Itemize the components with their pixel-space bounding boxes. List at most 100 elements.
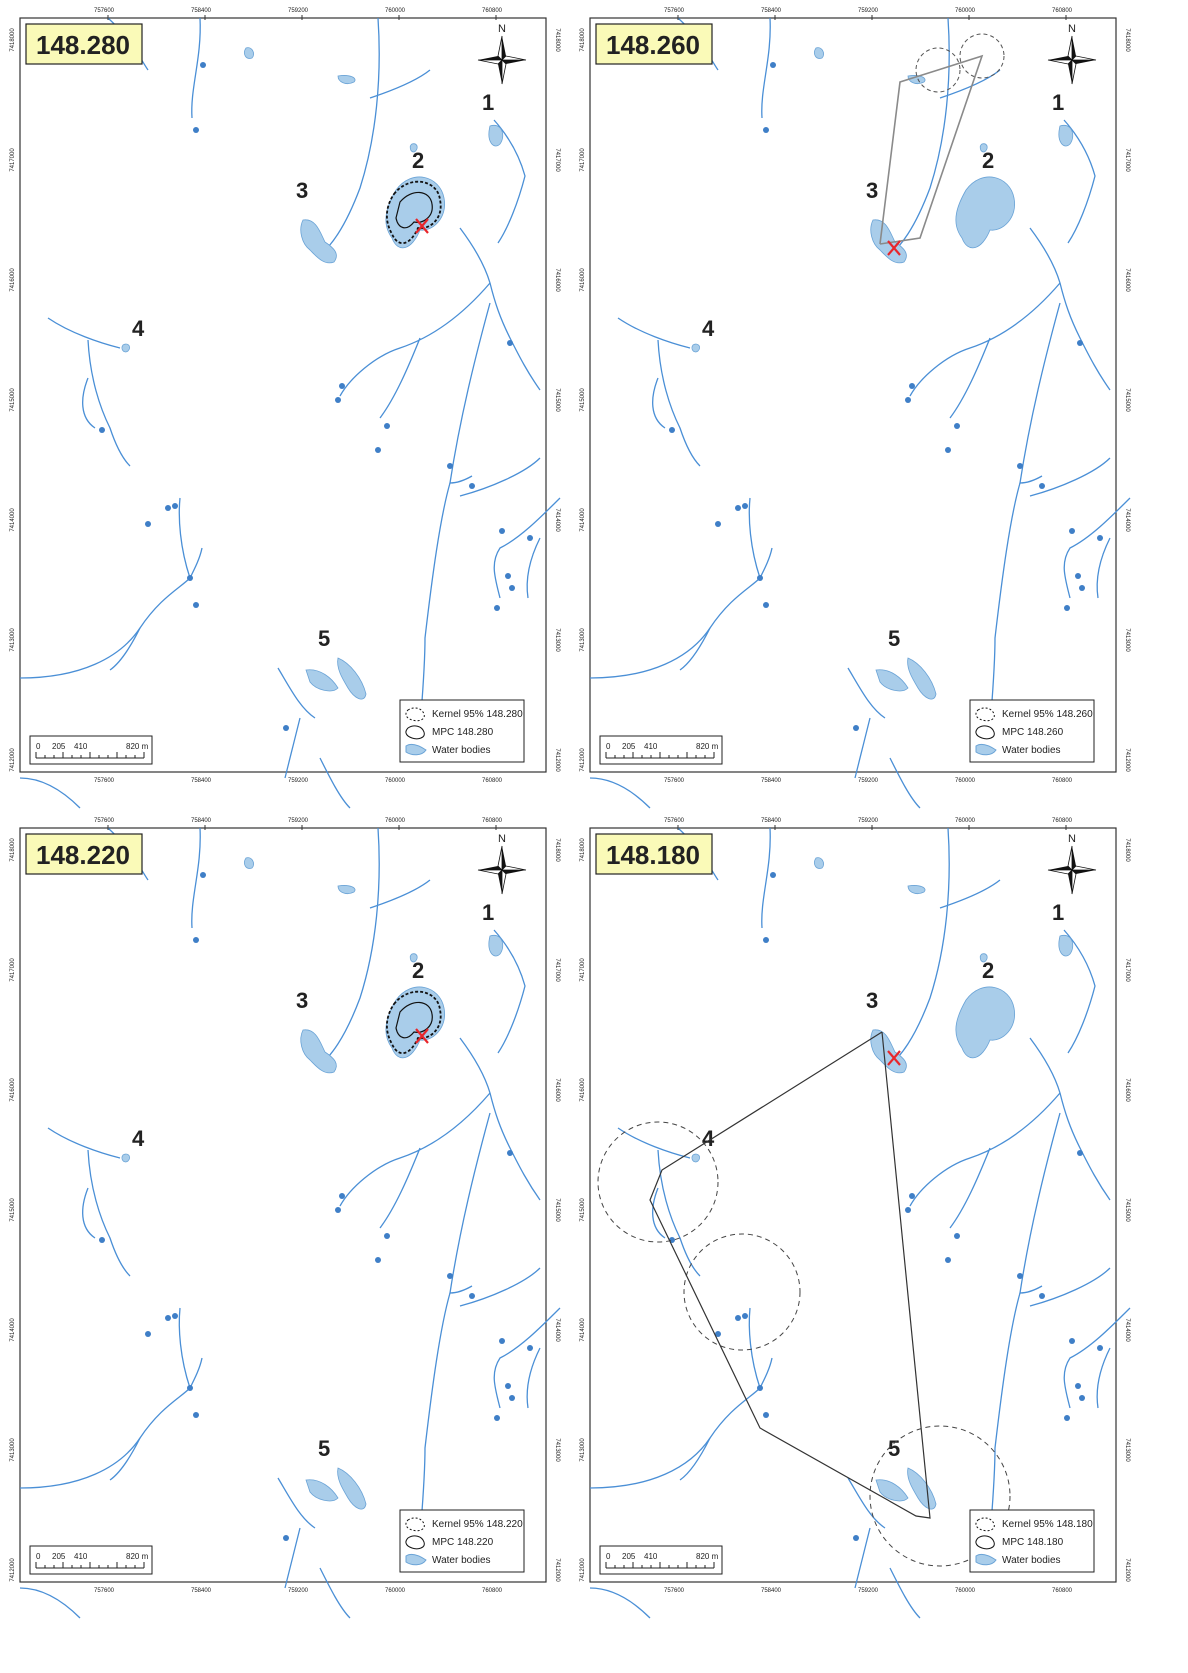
pond-dot [165,1315,171,1321]
scale-bar: 0 205 410 820 m [599,1545,723,1575]
kernel-legend-swatch [975,1517,995,1532]
mpc-legend-swatch [405,725,425,740]
y-tick-right: 7413000 [1124,628,1130,652]
legend-entry: Water bodies [1002,1555,1061,1566]
pond-dot [99,427,105,433]
pond-dot [954,423,960,429]
mpc-legend-swatch [405,1535,425,1550]
pond-dot [763,937,769,943]
stream [679,627,711,671]
y-tick-right: 7417000 [554,958,560,982]
y-tick-right: 7415000 [554,388,560,412]
y-tick-right: 7417000 [554,148,560,172]
pond-dot [193,127,199,133]
lake-label-1: 1 [1052,90,1064,115]
mpc-outline [395,1001,433,1039]
stream [1019,1112,1061,1294]
water-body [875,657,937,700]
lake-label-4: 4 [702,316,715,341]
x-tick-bottom: 760000 [385,778,406,784]
pond-dot [447,1273,453,1279]
pond-dot [945,447,951,453]
stream [889,1567,921,1619]
pond-dot [954,1233,960,1239]
water-body [955,986,1016,1059]
stream-network [19,17,561,809]
y-tick-right: 7413000 [554,628,560,652]
mpc-legend-swatch [975,725,995,740]
x-tick-bottom: 758400 [191,778,212,784]
stream [459,457,541,497]
lake-label-5: 5 [318,626,330,651]
pond-dot [384,1233,390,1239]
x-tick-bottom: 760000 [955,778,976,784]
x-tick-top: 758400 [191,818,212,824]
lake-label-5: 5 [888,626,900,651]
lake-label-1: 1 [482,90,494,115]
stream [887,827,950,1067]
pond-dot [735,1315,741,1321]
stream [87,339,131,467]
pond-dot [1039,483,1045,489]
pond-dot [283,1535,289,1541]
north-label: N [1068,23,1076,35]
stream [526,537,541,599]
pond-dot [1075,573,1081,579]
scale-tick-label: 410 [644,1552,658,1561]
y-tick-left: 7414000 [10,1318,16,1342]
pond-dot [335,397,341,403]
map-frame [589,827,1117,1583]
frequency-label: 148.260 [595,23,713,65]
water-bodies [669,857,1103,1541]
stream [889,757,921,809]
frequency-label-text: 148.180 [606,840,700,870]
pond-dot [505,573,511,579]
kernel-legend-swatch [405,1517,425,1532]
stream [82,377,96,429]
x-tick-bottom: 760800 [1052,1588,1073,1594]
pond-dot [1039,1293,1045,1299]
x-tick-top: 760000 [385,8,406,14]
pond-dot [187,575,193,581]
water-body [691,343,701,353]
x-tick-top: 760000 [955,818,976,824]
y-tick-left: 7415000 [580,1198,586,1222]
y-tick-left: 7418000 [580,28,586,52]
stream [191,827,201,929]
stream [761,17,771,119]
stream [748,1307,761,1389]
scale-box [599,735,723,765]
map-frame [19,827,547,1583]
stream [449,302,491,484]
frequency-label-text: 148.280 [36,30,130,60]
stream [652,1187,666,1239]
stream [47,317,121,349]
y-tick-right: 7418000 [1124,838,1130,862]
x-tick-bottom: 760800 [1052,778,1073,784]
legend-entry: Kernel 95% 148.180 [1002,1519,1093,1530]
kernel-95-circle [959,33,1005,79]
pond-dot [757,1385,763,1391]
y-tick-left: 7413000 [580,1438,586,1462]
lake-label-2: 2 [982,148,994,173]
y-tick-right: 7412000 [554,1558,560,1582]
scale-tick-label: 820 m [126,1552,149,1561]
x-marker-icon [415,218,429,234]
frequency-label: 148.220 [25,833,143,875]
water-body [305,657,367,700]
water-body [1058,124,1074,147]
map-legend: Kernel 95% 148.220 MPC 148.220 Water bodie… [399,1509,525,1573]
y-tick-right: 7413000 [554,1438,560,1462]
scale-tick-label: 0 [36,1552,41,1561]
y-tick-left: 7415000 [10,388,16,412]
stream [459,1037,541,1201]
map-panel: 1 2 3 4 5 148.280 N Kernel 95% 148.280 MPC 148.2… [10,8,561,809]
mpc-legend-swatch [975,1535,995,1550]
map-legend: Kernel 95% 148.180 MPC 148.180 Water bodie… [969,1509,1095,1573]
stream [748,497,761,579]
legend-entry: Water bodies [432,1555,491,1566]
pond-dot [335,1207,341,1213]
stream [617,317,691,349]
x-tick-bottom: 760000 [385,1588,406,1594]
scale-tick-label: 205 [52,1552,66,1561]
